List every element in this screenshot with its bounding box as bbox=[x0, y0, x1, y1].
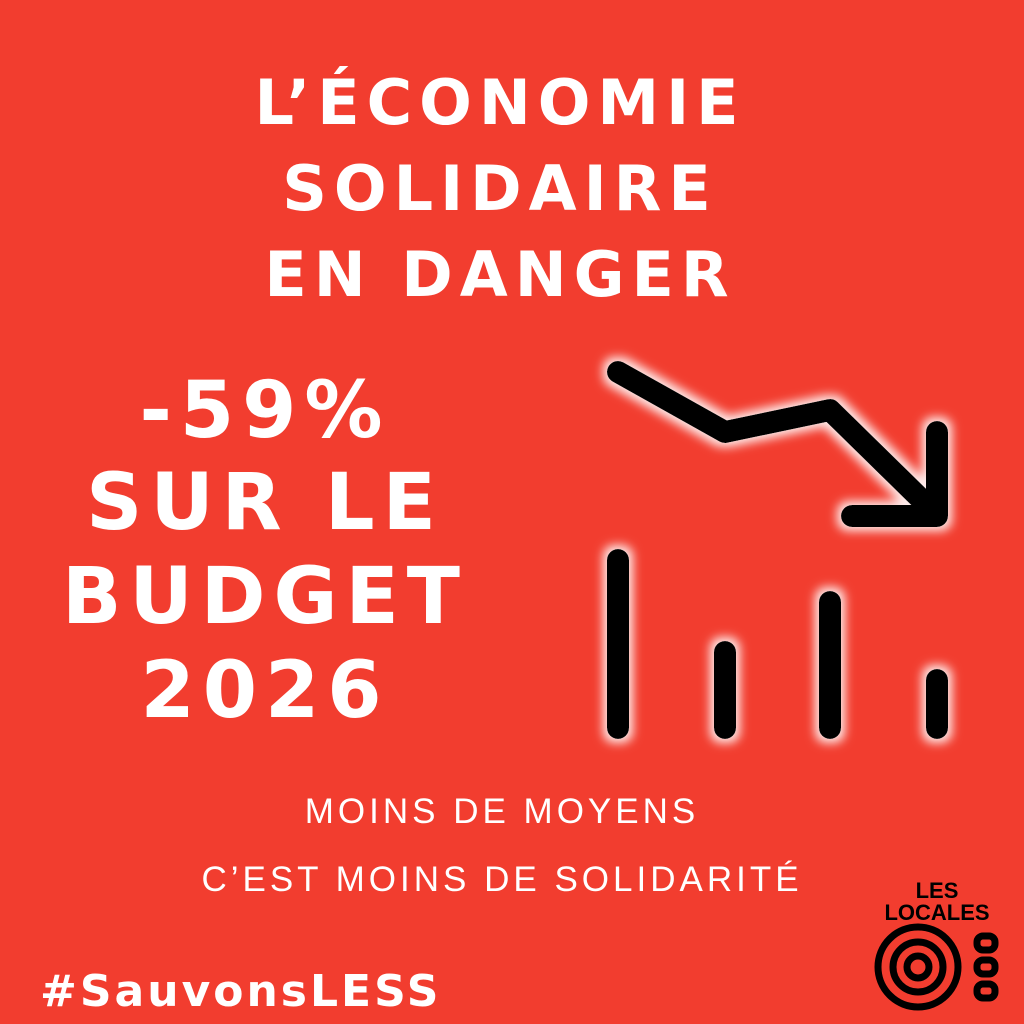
arrow-head bbox=[841, 421, 948, 527]
headline-line-3: BUDGET bbox=[61, 552, 469, 642]
les-locales-logo: LES LOCALES bbox=[874, 878, 999, 1011]
svg-text:LES: LES bbox=[916, 878, 959, 903]
headline-year: 2026 bbox=[140, 646, 390, 736]
trend-arrow-line bbox=[607, 361, 941, 519]
title-line-1: L’ÉCONOMIE bbox=[254, 66, 746, 139]
title-line-3: EN DANGER bbox=[264, 238, 736, 311]
svg-text:LOCALES: LOCALES bbox=[884, 900, 989, 925]
subtitle-line-2: C’EST MOINS DE SOLIDARITÉ bbox=[201, 860, 803, 899]
headline-line-2: SUR LE bbox=[86, 458, 444, 548]
hashtag: #SauvonsLESS bbox=[40, 966, 442, 1017]
title-line-2: SOLIDAIRE bbox=[282, 152, 718, 225]
subtitle-line-1: MOINS DE MOYENS bbox=[304, 792, 700, 831]
headline-percent: -59% bbox=[139, 366, 391, 456]
